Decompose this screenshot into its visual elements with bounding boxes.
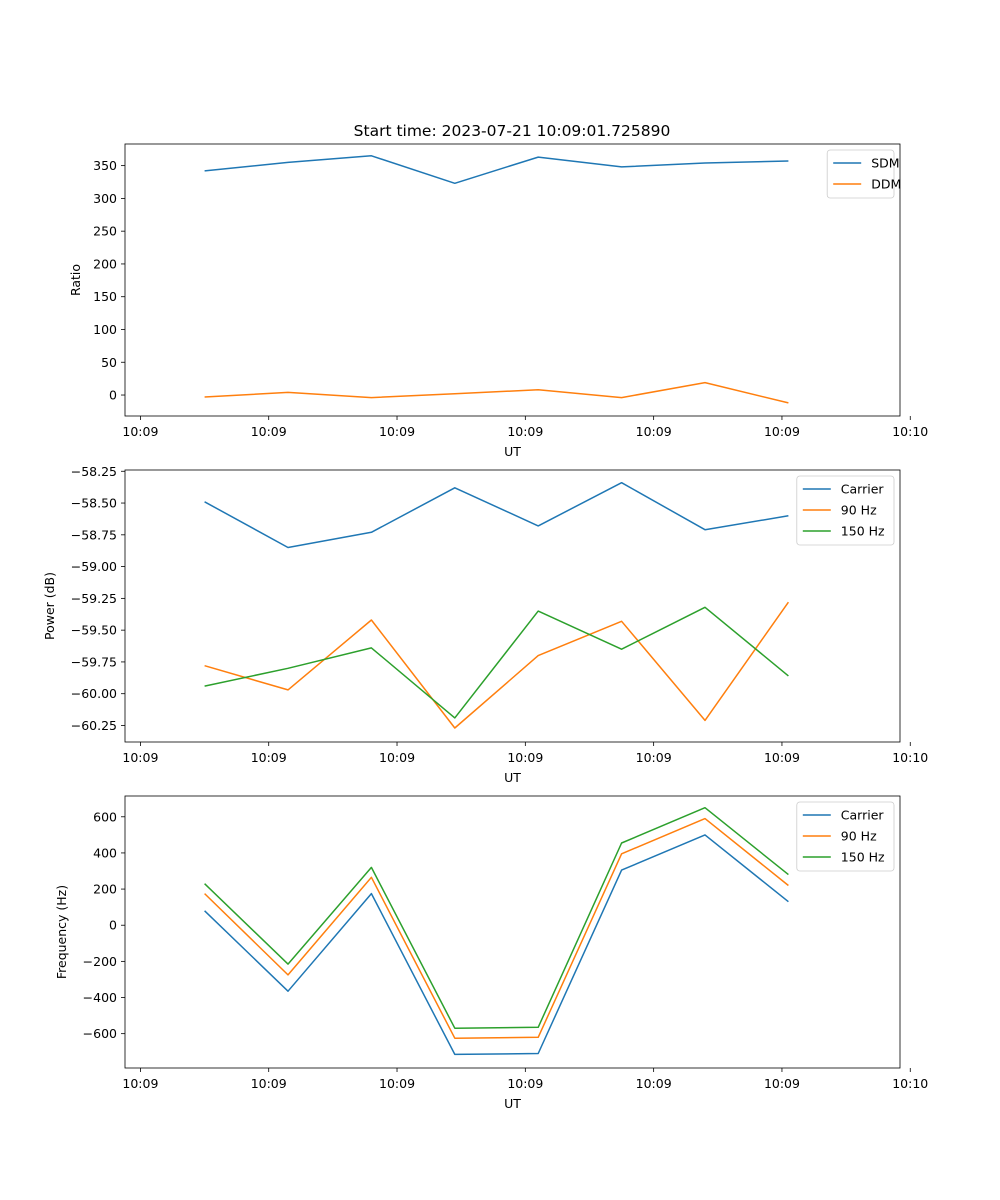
y-tick-label: 350 (93, 158, 117, 173)
legend-label-sdm: SDM (871, 156, 899, 171)
y-axis-label: Frequency (Hz) (54, 885, 69, 979)
y-tick-label: −60.00 (71, 686, 117, 701)
figure-title: Start time: 2023-07-21 10:09:01.725890 (354, 122, 671, 140)
y-tick-label: −400 (83, 990, 117, 1005)
series-line-150-hz (204, 606, 789, 719)
x-tick-label: 10:09 (122, 424, 158, 439)
x-axis-label: UT (504, 1096, 521, 1111)
x-tick-label: 10:09 (764, 424, 800, 439)
legend: SDM DDM (826, 149, 901, 199)
y-tick-label: −600 (83, 1026, 117, 1041)
axes-frame (124, 795, 901, 1069)
axes-frame (124, 143, 901, 417)
y-tick-label: 250 (93, 224, 117, 239)
legend-box (796, 801, 895, 872)
x-tick-label: 10:09 (764, 1076, 800, 1091)
series-line-90-hz (204, 601, 790, 729)
legend-label-90-hz: 90 Hz (841, 829, 877, 844)
x-tick-label: 10:09 (251, 750, 287, 765)
y-tick-label: −60.25 (71, 718, 117, 733)
legend-label-90-hz: 90 Hz (841, 503, 877, 518)
series-line-150-hz (204, 806, 789, 1029)
y-tick-label: 300 (93, 191, 117, 206)
x-tick-label: 10:10 (892, 424, 928, 439)
y-tick-label: 0 (109, 918, 117, 933)
x-tick-label: 10:09 (636, 1076, 672, 1091)
y-tick-label: −59.00 (71, 559, 117, 574)
x-tick-label: 10:09 (379, 1076, 415, 1091)
y-axis-label: Power (dB) (42, 572, 57, 640)
x-tick-label: 10:10 (892, 1076, 928, 1091)
x-tick-label: 10:09 (636, 424, 672, 439)
y-tick-label: −200 (83, 954, 117, 969)
y-tick-label: 0 (109, 388, 117, 403)
y-tick-label: −58.50 (71, 496, 117, 511)
y-tick-label: 100 (93, 322, 117, 337)
legend-label-carrier: Carrier (841, 808, 885, 823)
y-tick-label: −59.25 (71, 591, 117, 606)
y-tick-label: −59.75 (71, 654, 117, 669)
legend-label-carrier: Carrier (841, 482, 885, 497)
x-tick-label: 10:09 (379, 424, 415, 439)
y-tick-label: 400 (93, 845, 117, 860)
y-tick-label: 200 (93, 256, 117, 271)
y-tick-label: −58.25 (71, 464, 117, 479)
legend-label-ddm: DDM (871, 177, 901, 192)
x-tick-label: 10:09 (122, 1076, 158, 1091)
x-tick-label: 10:09 (122, 750, 158, 765)
legend: Carrier 90 Hz 150 Hz (796, 801, 895, 872)
series-line-carrier (204, 481, 789, 549)
axes-frame (124, 469, 901, 743)
panel-2: 10:09 10:09 10:09 10:09 10:09 10:09 10:10 −60.2… (42, 464, 928, 785)
legend-label-150-hz: 150 Hz (841, 850, 885, 865)
panel-1: 10:09 10:09 10:09 10:09 10:09 10:09 10:10 0 50 10… (68, 143, 928, 459)
x-tick-label: 10:09 (379, 750, 415, 765)
x-tick-label: 10:09 (636, 750, 672, 765)
legend-box (796, 475, 895, 546)
series-line-90-hz (204, 817, 789, 1039)
y-tick-label: 600 (93, 809, 117, 824)
x-tick-label: 10:09 (764, 750, 800, 765)
y-tick-label: −58.75 (71, 527, 117, 542)
y-tick-label: 50 (101, 355, 117, 370)
x-axis-label: UT (504, 770, 521, 785)
x-tick-label: 10:09 (507, 424, 543, 439)
x-tick-label: 10:09 (251, 424, 287, 439)
legend: Carrier 90 Hz 150 Hz (796, 475, 895, 546)
legend-label-150-hz: 150 Hz (841, 524, 885, 539)
y-axis-label: Ratio (68, 264, 83, 296)
x-axis-label: UT (504, 444, 521, 459)
x-tick-label: 10:09 (251, 1076, 287, 1091)
series-line-sdm (204, 155, 789, 185)
y-tick-label: −59.50 (71, 623, 117, 638)
x-tick-label: 10:09 (507, 1076, 543, 1091)
y-tick-label: 200 (93, 882, 117, 897)
series-line-carrier (204, 834, 789, 1056)
y-tick-label: 150 (93, 289, 117, 304)
series-line-ddm (204, 381, 789, 404)
legend-box (826, 149, 895, 199)
x-tick-label: 10:10 (892, 750, 928, 765)
x-tick-label: 10:09 (507, 750, 543, 765)
panel-3: 10:09 10:09 10:09 10:09 10:09 10:09 10:10 −600 −… (54, 795, 928, 1111)
